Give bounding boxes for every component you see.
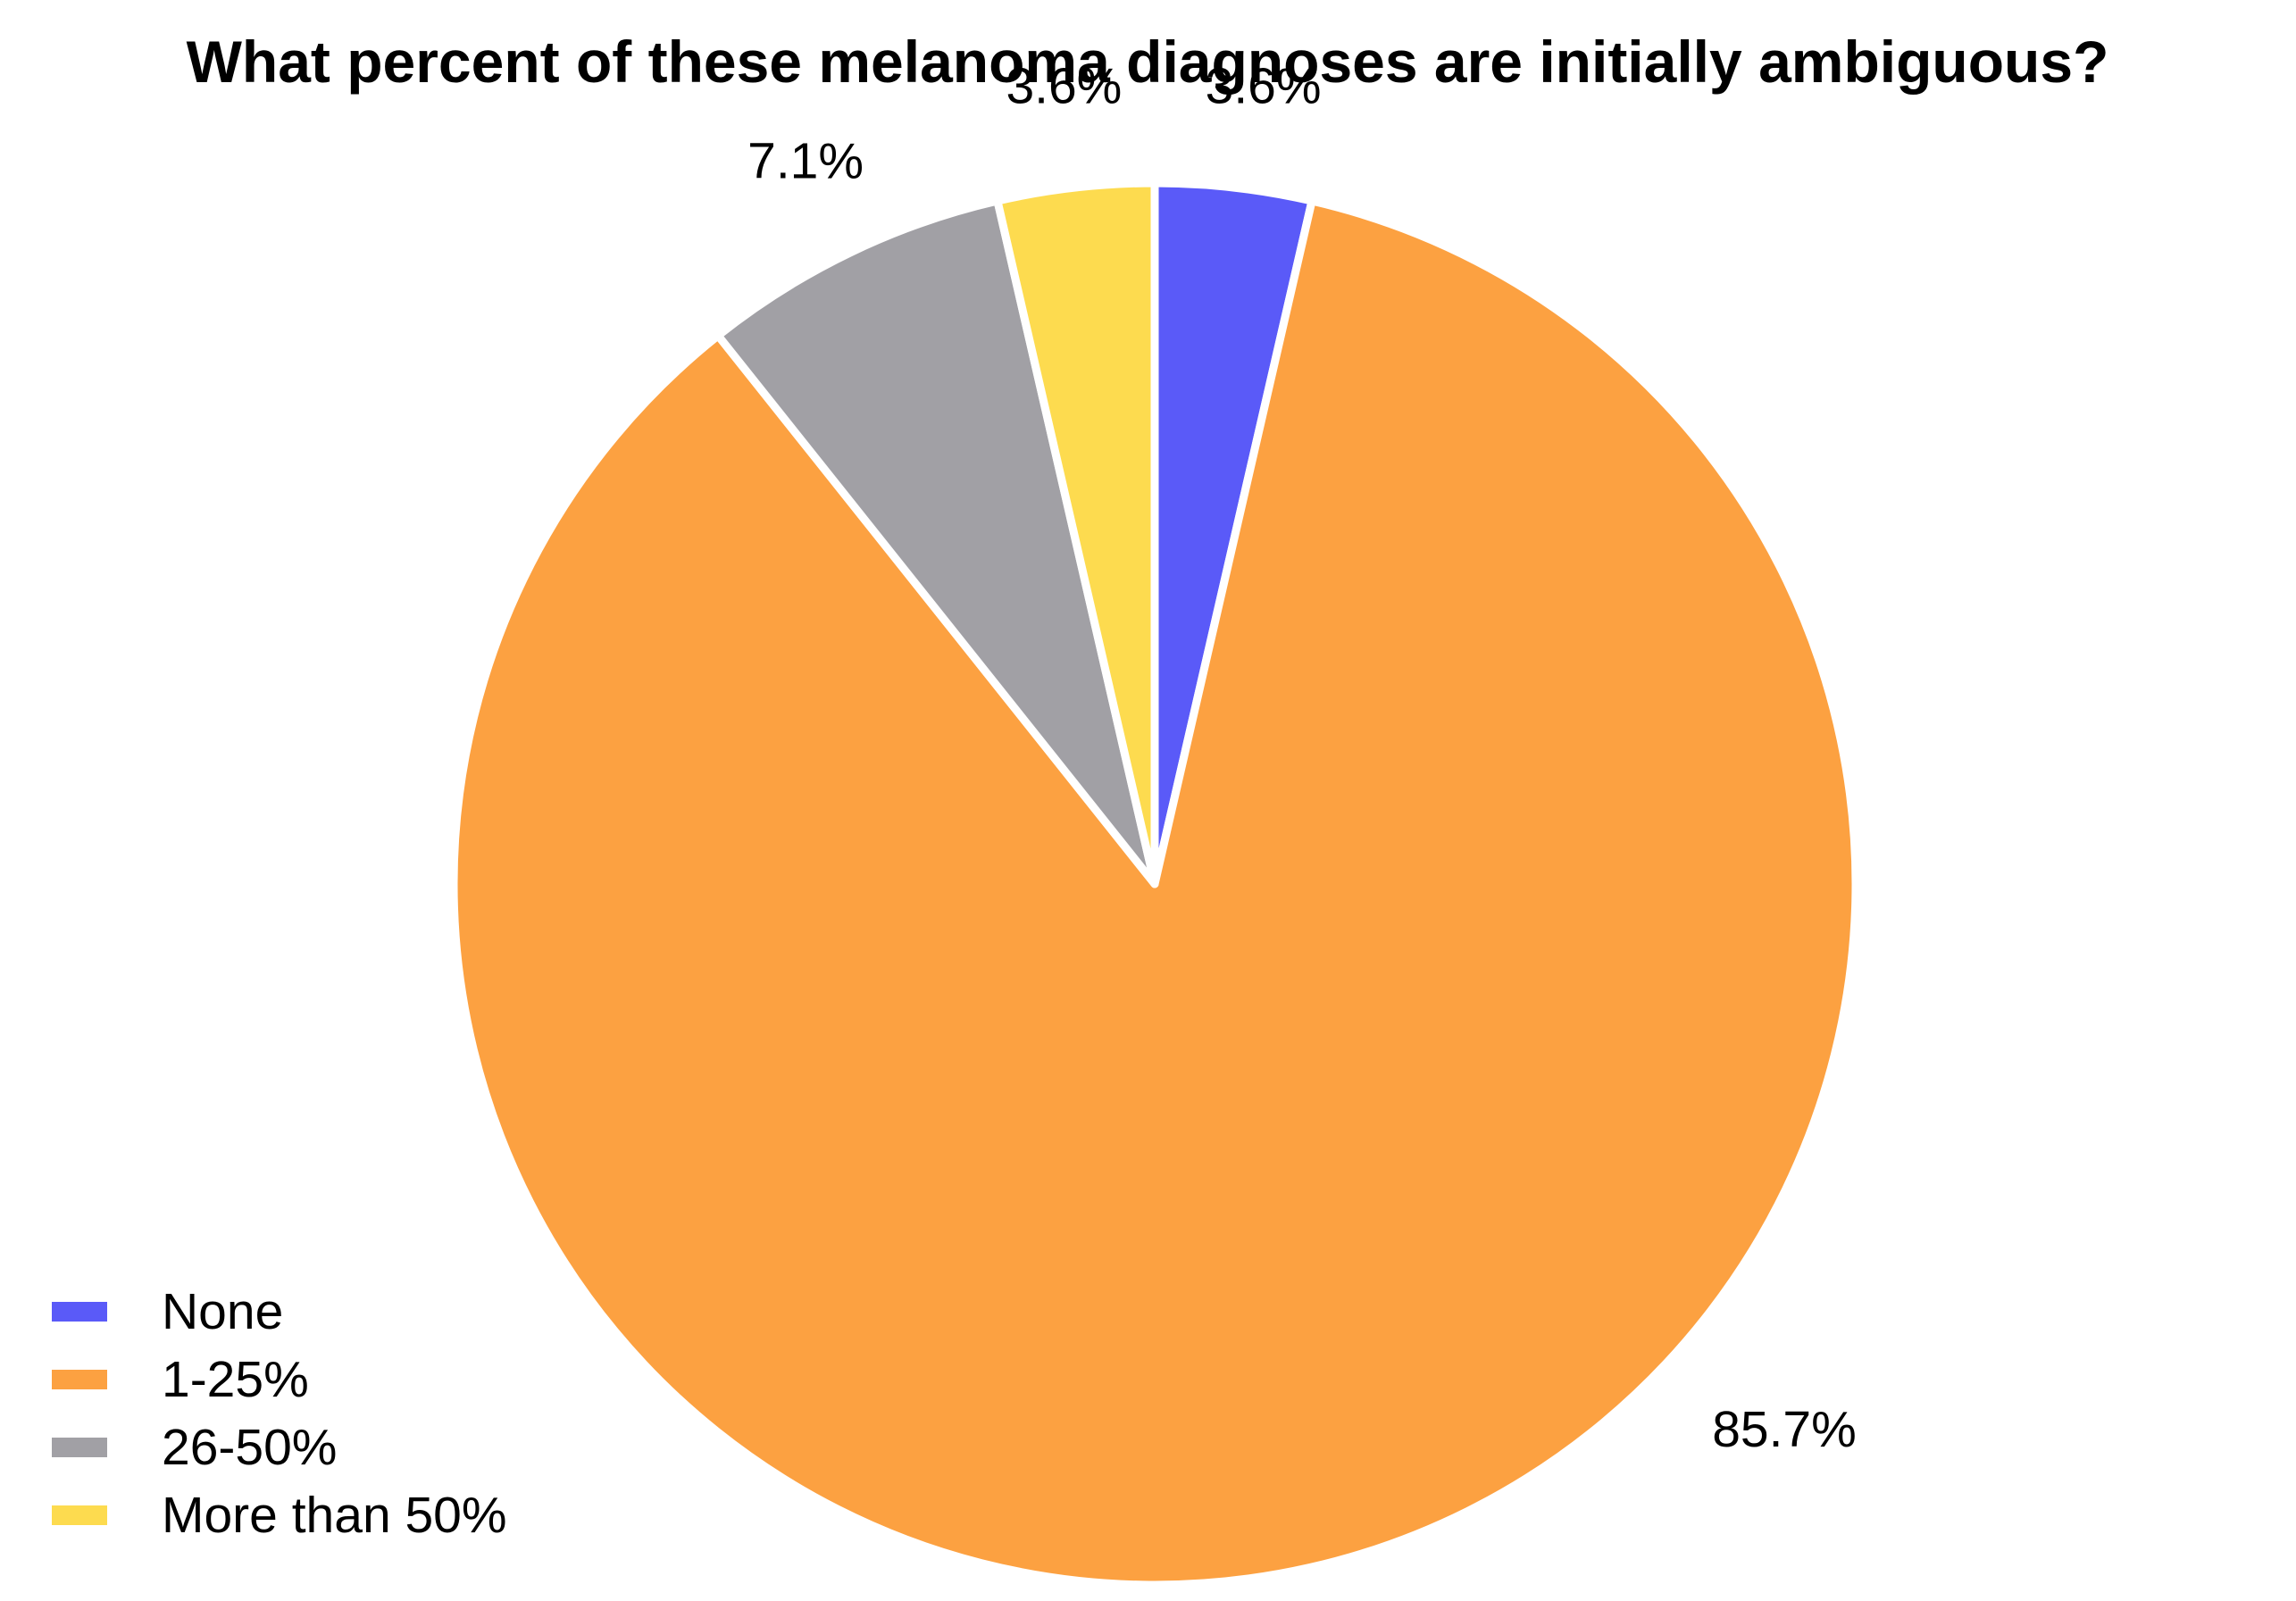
legend-swatch-1 — [52, 1370, 107, 1389]
pie-slice-more-than-50 — [993, 179, 1159, 888]
legend-swatch-3 — [52, 1505, 107, 1525]
legend-swatch-2 — [52, 1438, 107, 1457]
legend: None 1-25% 26-50% More than 50% — [52, 1283, 507, 1544]
slice-labels: 3.6% 85.7% 7.1% 3.6% — [747, 58, 1857, 1458]
slice-label-3: 3.6% — [1006, 58, 1122, 115]
chart-title: What percent of these melanoma diagnoses… — [187, 29, 2109, 95]
pie-slice-26-50 — [714, 196, 1159, 888]
legend-label-1: 1-25% — [162, 1351, 309, 1408]
legend-label-3: More than 50% — [162, 1487, 507, 1544]
pie-slices — [449, 179, 1860, 1589]
legend-swatch-0 — [52, 1302, 107, 1322]
slice-label-0: 3.6% — [1206, 58, 1322, 115]
slice-label-1: 85.7% — [1712, 1401, 1857, 1458]
legend-label-0: None — [162, 1283, 283, 1340]
slice-label-2: 7.1% — [747, 132, 864, 189]
legend-label-2: 26-50% — [162, 1419, 337, 1476]
pie-slice-1-25 — [449, 196, 1860, 1589]
